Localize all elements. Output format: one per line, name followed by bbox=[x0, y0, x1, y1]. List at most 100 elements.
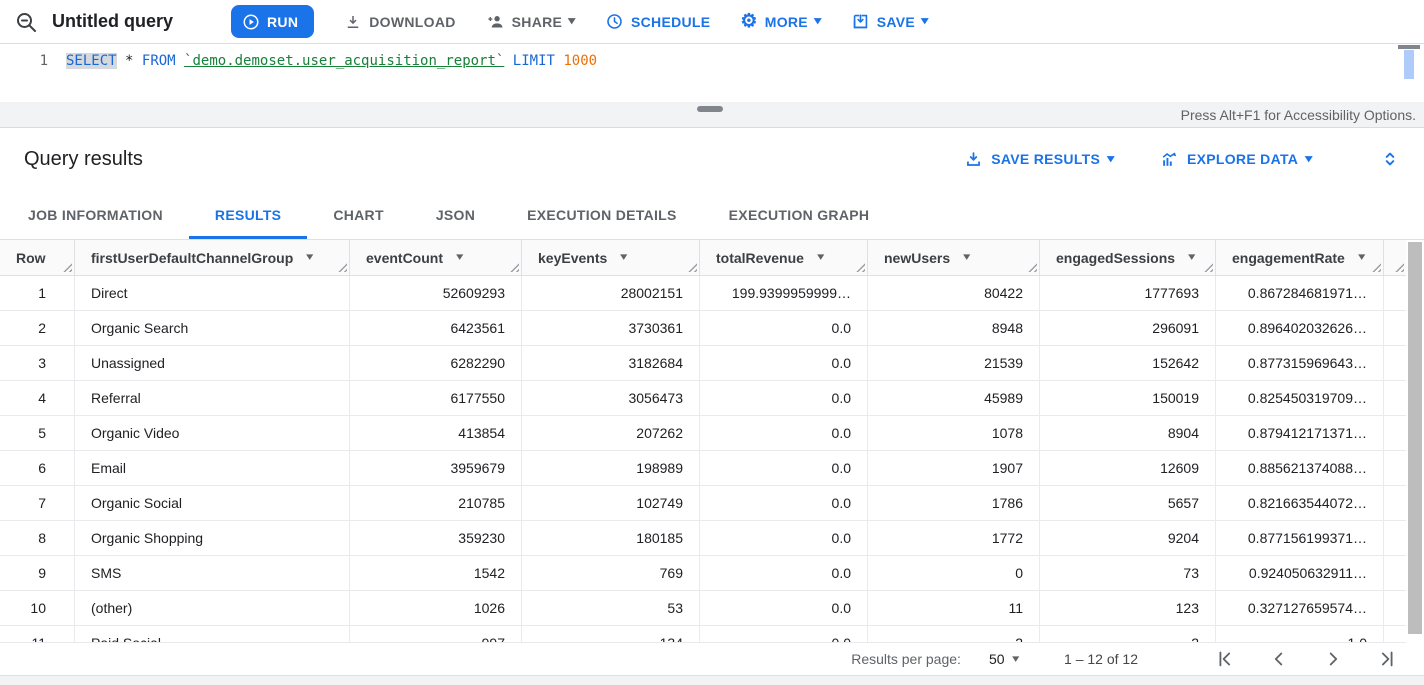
table-cell: 1078 bbox=[868, 416, 1040, 451]
save-button[interactable]: SAVE ▾ bbox=[851, 12, 928, 31]
more-button[interactable]: ⚙ MORE ▾ bbox=[740, 12, 821, 31]
table-cell: 0.0 bbox=[700, 346, 868, 381]
column-resize-grip[interactable] bbox=[1372, 263, 1381, 272]
tab-execution-graph[interactable]: EXECUTION GRAPH bbox=[728, 206, 870, 223]
table-cell: 1786 bbox=[868, 486, 1040, 521]
table-cell: 0.825450319709… bbox=[1216, 381, 1384, 416]
table-cell: 0.0 bbox=[700, 556, 868, 591]
table-cell: 0.0 bbox=[700, 416, 868, 451]
table-row: 10 (other) 1026 53 0.0 11 123 0.327127659574… bbox=[0, 591, 1424, 626]
table-row: 5 Organic Video 413854 207262 0.0 1078 8904 0.8… bbox=[0, 416, 1424, 451]
column-dropdown-icon[interactable]: ▾ bbox=[963, 251, 971, 263]
sql-token[interactable]: `demo.demoset.user_acquisition_report` bbox=[184, 53, 505, 69]
column-header-label: engagementRate bbox=[1232, 249, 1345, 266]
column-header-filler bbox=[1384, 240, 1407, 275]
table-cell: 123 bbox=[1040, 591, 1216, 626]
last-page-button[interactable] bbox=[1376, 648, 1398, 670]
table-cell: 198989 bbox=[522, 451, 700, 486]
column-header-eventCount[interactable]: eventCount ▾ bbox=[350, 240, 522, 275]
tab-results[interactable]: RESULTS bbox=[188, 190, 308, 239]
explore-data-button[interactable]: EXPLORE DATA ▾ bbox=[1160, 150, 1312, 169]
table-cell: 359230 bbox=[350, 521, 522, 556]
table-cell: Organic Search bbox=[75, 311, 350, 346]
editor-scrollbar-thumb[interactable] bbox=[1404, 50, 1414, 79]
page-size-select[interactable]: 50 ▾ bbox=[988, 651, 1019, 667]
accessibility-hint: Press Alt+F1 for Accessibility Options. bbox=[1180, 106, 1416, 123]
table-cell: 1542 bbox=[350, 556, 522, 591]
run-button[interactable]: RUN bbox=[231, 5, 315, 38]
table-cell: 8948 bbox=[868, 311, 1040, 346]
table-cell: 199.9399959999… bbox=[700, 276, 868, 311]
share-button[interactable]: SHARE ▾ bbox=[486, 12, 575, 31]
table-cell: 1907 bbox=[868, 451, 1040, 486]
table-cell: 3056473 bbox=[522, 381, 700, 416]
save-results-button[interactable]: SAVE RESULTS ▾ bbox=[964, 150, 1114, 169]
chevron-down-icon: ▾ bbox=[1107, 152, 1115, 165]
table-cell: 0 bbox=[868, 556, 1040, 591]
table-cell: 0.0 bbox=[700, 311, 868, 346]
query-magnifier-icon bbox=[14, 10, 38, 34]
previous-page-button[interactable] bbox=[1268, 648, 1290, 670]
splitter-drag-handle[interactable] bbox=[697, 106, 723, 112]
column-resize-grip[interactable] bbox=[856, 263, 865, 272]
column-header-engagementRate[interactable]: engagementRate ▾ bbox=[1216, 240, 1384, 275]
table-header-row: Row firstUserDefaultChannelGroup ▾ eventCou… bbox=[0, 240, 1424, 276]
column-resize-grip[interactable] bbox=[1028, 263, 1037, 272]
table-body: 1 Direct 52609293 28002151 199.9399959999… 80… bbox=[0, 276, 1424, 643]
results-header: Query results SAVE RESULTS ▾ bbox=[0, 128, 1424, 190]
table-cell: 150019 bbox=[1040, 381, 1216, 416]
table-row: 9 SMS 1542 769 0.0 0 73 0.924050632911… bbox=[0, 556, 1424, 591]
column-header-newUsers[interactable]: newUsers ▾ bbox=[868, 240, 1040, 275]
row-number-cell: 1 bbox=[0, 276, 75, 311]
results-table: Row firstUserDefaultChannelGroup ▾ eventCou… bbox=[0, 240, 1424, 643]
horizontal-scrollbar-track[interactable] bbox=[0, 675, 1424, 685]
table-cell: Email bbox=[75, 451, 350, 486]
column-header-totalRevenue[interactable]: totalRevenue ▾ bbox=[700, 240, 868, 275]
table-row: 6 Email 3959679 198989 0.0 1907 12609 0.8856213… bbox=[0, 451, 1424, 486]
column-resize-grip[interactable] bbox=[338, 263, 347, 272]
first-page-button[interactable] bbox=[1214, 648, 1236, 670]
download-button-label: DOWNLOAD bbox=[369, 13, 456, 30]
explore-data-label: EXPLORE DATA bbox=[1186, 151, 1299, 167]
table-cell: 152642 bbox=[1040, 346, 1216, 381]
table-cell: 11 bbox=[868, 591, 1040, 626]
column-resize-grip[interactable] bbox=[688, 263, 697, 272]
collapse-expand-button[interactable] bbox=[1380, 149, 1400, 169]
tab-chart[interactable]: CHART bbox=[333, 206, 384, 223]
sql-editor[interactable]: 1 SELECT * FROM `demo.demoset.user_acqui… bbox=[0, 44, 1424, 102]
table-cell: 0.924050632911… bbox=[1216, 556, 1384, 591]
column-dropdown-icon[interactable]: ▾ bbox=[620, 251, 628, 263]
column-dropdown-icon[interactable]: ▾ bbox=[1188, 251, 1196, 263]
row-number-cell: 9 bbox=[0, 556, 75, 591]
schedule-button[interactable]: SCHEDULE bbox=[605, 12, 710, 31]
table-cell: 180185 bbox=[522, 521, 700, 556]
table-cell: 0.877156199371… bbox=[1216, 521, 1384, 556]
table-row: 3 Unassigned 6282290 3182684 0.0 21539 152642 0… bbox=[0, 346, 1424, 381]
column-resize-grip[interactable] bbox=[63, 263, 72, 272]
more-button-label: MORE bbox=[764, 13, 808, 30]
download-button[interactable]: DOWNLOAD bbox=[344, 13, 455, 31]
column-header-firstUserDefaultChannelGroup[interactable]: firstUserDefaultChannelGroup ▾ bbox=[75, 240, 350, 275]
tab-execution-details[interactable]: EXECUTION DETAILS bbox=[527, 206, 677, 223]
table-scrollbar-thumb[interactable] bbox=[1408, 242, 1422, 634]
sql-token bbox=[133, 53, 141, 69]
column-header-keyEvents[interactable]: keyEvents ▾ bbox=[522, 240, 700, 275]
table-cell: 73 bbox=[1040, 556, 1216, 591]
column-dropdown-icon[interactable]: ▾ bbox=[306, 251, 314, 263]
column-dropdown-icon[interactable]: ▾ bbox=[817, 251, 825, 263]
next-page-button[interactable] bbox=[1322, 648, 1344, 670]
column-resize-grip[interactable] bbox=[1395, 263, 1404, 272]
column-resize-grip[interactable] bbox=[510, 263, 519, 272]
column-header-label: engagedSessions bbox=[1056, 249, 1176, 266]
table-vertical-scrollbar[interactable] bbox=[1406, 240, 1424, 643]
page-size-value: 50 bbox=[988, 651, 1005, 667]
page-range-label: 1 – 12 of 12 bbox=[1064, 651, 1138, 667]
table-cell: 28002151 bbox=[522, 276, 700, 311]
tab-json[interactable]: JSON bbox=[435, 206, 476, 223]
tab-job-information[interactable]: JOB INFORMATION bbox=[28, 206, 163, 223]
table-cell: 0.0 bbox=[700, 626, 868, 642]
column-resize-grip[interactable] bbox=[1204, 263, 1213, 272]
column-dropdown-icon[interactable]: ▾ bbox=[456, 251, 464, 263]
column-dropdown-icon[interactable]: ▾ bbox=[1357, 251, 1366, 263]
column-header-engagedSessions[interactable]: engagedSessions ▾ bbox=[1040, 240, 1216, 275]
